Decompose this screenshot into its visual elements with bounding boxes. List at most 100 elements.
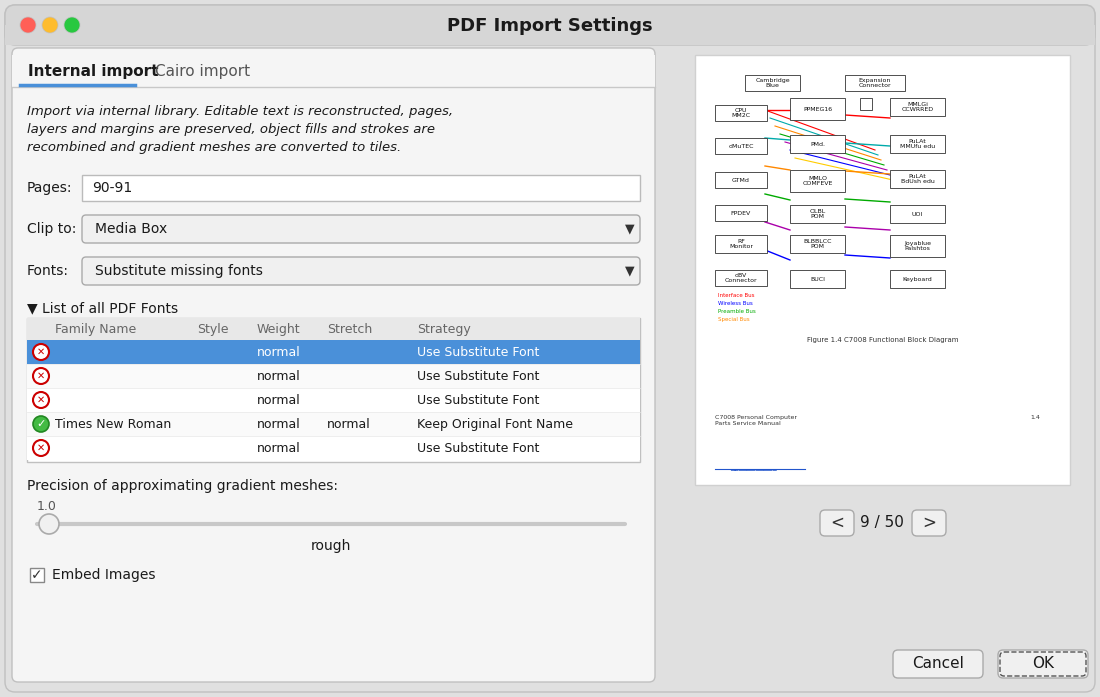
Bar [30, 568, 44, 582]
FancyBboxPatch shape [6, 5, 1094, 45]
Text: normal: normal [257, 394, 300, 406]
Circle shape [39, 514, 59, 534]
Text: Wireless Bus: Wireless Bus [718, 300, 752, 305]
Circle shape [42, 17, 58, 33]
Text: PMd.: PMd. [810, 141, 825, 146]
Text: >: > [922, 514, 936, 532]
Text: Keyboard: Keyboard [903, 277, 933, 282]
FancyBboxPatch shape [912, 510, 946, 536]
Text: GTMd: GTMd [733, 178, 750, 183]
Text: normal: normal [327, 418, 371, 431]
Bar [745, 75, 800, 91]
Text: ✕: ✕ [37, 347, 45, 357]
Text: ✕: ✕ [37, 443, 45, 453]
Text: rough: rough [311, 539, 351, 553]
Bar [715, 205, 767, 221]
FancyBboxPatch shape [12, 48, 654, 682]
Text: Strategy: Strategy [417, 323, 471, 335]
Bar [28, 436, 640, 460]
FancyBboxPatch shape [998, 650, 1088, 678]
Circle shape [33, 344, 50, 360]
Bar [12, 55, 654, 87]
Text: ▼ List of all PDF Fonts: ▼ List of all PDF Fonts [28, 301, 178, 315]
FancyBboxPatch shape [82, 215, 640, 243]
Text: dMuTEC: dMuTEC [728, 144, 754, 148]
Circle shape [33, 416, 50, 432]
Text: Media Box: Media Box [95, 222, 167, 236]
Text: Stretch: Stretch [327, 323, 372, 335]
Text: 9 / 50: 9 / 50 [860, 516, 904, 530]
Text: UOI: UOI [912, 211, 923, 217]
Text: MMLGi
CCWRRED: MMLGi CCWRRED [901, 102, 934, 112]
Text: Preamble Bus: Preamble Bus [718, 309, 756, 314]
Circle shape [33, 440, 50, 456]
Bar [28, 364, 640, 388]
Text: ✓: ✓ [31, 568, 43, 582]
Text: ✓: ✓ [36, 419, 46, 429]
Text: 90-91: 90-91 [92, 181, 132, 195]
Bar [860, 98, 872, 110]
Bar [890, 98, 945, 116]
Text: Use Substitute Font: Use Substitute Font [417, 346, 539, 358]
Text: normal: normal [257, 418, 300, 431]
Text: OLBL
POM: OLBL POM [810, 208, 826, 220]
Bar [28, 318, 640, 462]
Text: dBV
Connector: dBV Connector [725, 273, 757, 284]
Text: Keep Original Font Name: Keep Original Font Name [417, 418, 573, 431]
Text: PPMEG16: PPMEG16 [803, 107, 832, 112]
Text: ✕: ✕ [37, 395, 45, 405]
Text: MMLO
COMFEVE: MMLO COMFEVE [802, 176, 833, 186]
Text: ✕: ✕ [37, 371, 45, 381]
Text: Use Substitute Font: Use Substitute Font [417, 394, 539, 406]
Text: ▼: ▼ [625, 264, 635, 277]
Text: Import via internal library. Editable text is reconstructed, pages,
layers and m: Import via internal library. Editable te… [28, 105, 453, 154]
Bar [890, 170, 945, 188]
Text: Style: Style [197, 323, 229, 335]
Text: Family Name: Family Name [55, 323, 136, 335]
Bar [890, 235, 945, 257]
Bar [28, 388, 640, 412]
Text: FPDEV: FPDEV [730, 210, 751, 215]
Text: Substitute missing fonts: Substitute missing fonts [95, 264, 263, 278]
Bar [845, 75, 905, 91]
Text: Cambridge
Blue: Cambridge Blue [756, 77, 790, 89]
Bar [715, 235, 767, 253]
Bar [6, 25, 1094, 45]
Bar [790, 235, 845, 253]
FancyBboxPatch shape [893, 650, 983, 678]
Text: <: < [830, 514, 844, 532]
Bar [695, 55, 1070, 485]
Text: Cancel: Cancel [912, 657, 964, 671]
Bar [890, 270, 945, 288]
Circle shape [33, 368, 50, 384]
Text: Pages:: Pages: [28, 181, 73, 195]
FancyBboxPatch shape [6, 5, 1094, 692]
Text: OK: OK [1032, 657, 1054, 671]
Text: Embed Images: Embed Images [52, 568, 155, 582]
Bar [28, 340, 640, 364]
Text: normal: normal [257, 369, 300, 383]
Text: BLBBLCC
POM: BLBBLCC POM [803, 238, 832, 250]
Text: PDF Import Settings: PDF Import Settings [448, 17, 652, 35]
Text: Figure 1.4 C7008 Functional Block Diagram: Figure 1.4 C7008 Functional Block Diagra… [806, 337, 958, 343]
Text: Times New Roman: Times New Roman [55, 418, 172, 431]
Bar [790, 135, 845, 153]
Text: 1.4: 1.4 [1030, 415, 1040, 420]
Circle shape [20, 17, 36, 33]
Bar [790, 98, 845, 120]
Circle shape [64, 17, 80, 33]
Text: Cairo import: Cairo import [155, 63, 250, 79]
Text: Special Bus: Special Bus [718, 316, 749, 321]
Bar [715, 105, 767, 121]
Text: PuLAt
MMUfu edu: PuLAt MMUfu edu [900, 139, 935, 149]
Text: Weight: Weight [257, 323, 300, 335]
Text: Joyablue
Palshtos: Joyablue Palshtos [904, 240, 931, 252]
FancyBboxPatch shape [82, 257, 640, 285]
Circle shape [33, 392, 50, 408]
Bar [790, 205, 845, 223]
Text: Expansion
Connector: Expansion Connector [859, 77, 891, 89]
Text: C7008 Personal Computer
Parts Service Manual: C7008 Personal Computer Parts Service Ma… [715, 415, 798, 426]
Text: Interface Bus: Interface Bus [718, 293, 755, 298]
Text: PuLAt
BdUsh edu: PuLAt BdUsh edu [901, 174, 934, 185]
Text: normal: normal [257, 346, 300, 358]
